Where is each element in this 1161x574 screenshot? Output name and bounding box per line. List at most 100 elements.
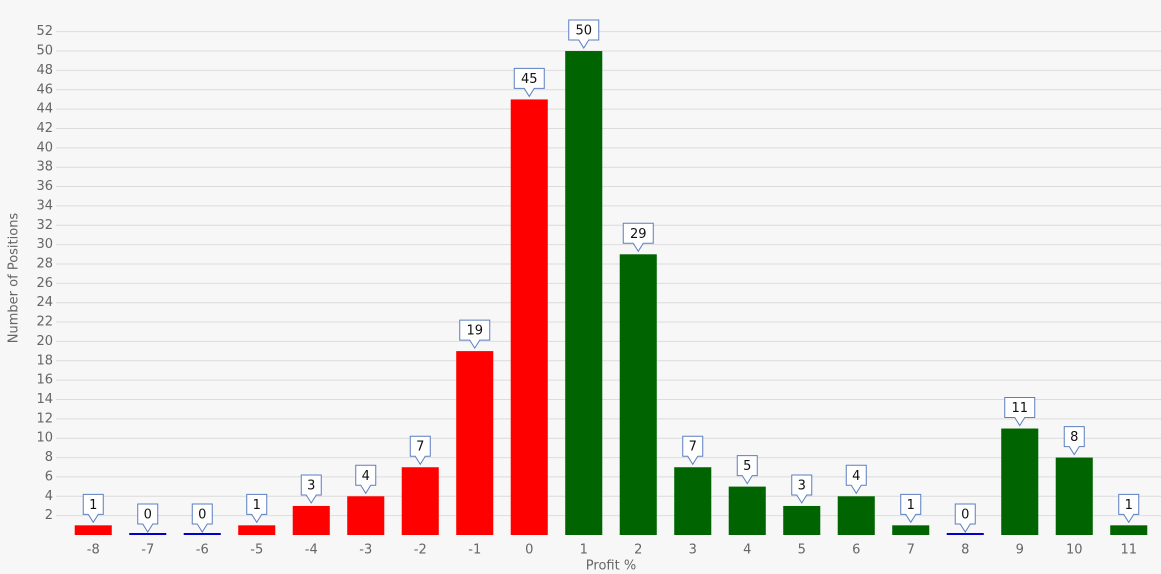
bar — [74, 525, 112, 535]
label-callout — [845, 464, 867, 495]
data-label: 50 — [575, 24, 592, 39]
label-callout — [1004, 397, 1036, 427]
bar — [456, 351, 494, 535]
data-label: 19 — [466, 324, 483, 339]
y-tick-label: 52 — [36, 24, 53, 39]
label-callout — [682, 435, 704, 466]
data-label: 4 — [852, 469, 860, 484]
x-axis-title: Profit % — [586, 559, 636, 574]
label-callout — [409, 435, 431, 466]
x-tick-label: 2 — [634, 543, 642, 558]
x-tick-label: 8 — [961, 543, 969, 558]
y-tick-label: 38 — [36, 160, 53, 175]
bar — [347, 496, 385, 535]
y-tick-label: 30 — [36, 237, 53, 252]
y-tick-label: 22 — [36, 315, 53, 330]
y-tick-label: 24 — [36, 295, 53, 310]
y-tick-label: 16 — [36, 373, 53, 388]
y-tick-label: 34 — [36, 198, 53, 213]
label-callout — [568, 19, 600, 49]
data-label: 7 — [689, 440, 697, 455]
label-callout — [191, 503, 213, 533]
label-callout — [1063, 426, 1085, 456]
x-tick-label: -3 — [359, 543, 372, 558]
label-callout — [622, 222, 654, 253]
y-tick-label: 40 — [36, 140, 53, 155]
data-label: 29 — [630, 227, 647, 242]
data-label: 0 — [961, 508, 969, 523]
data-label: 1 — [89, 498, 97, 513]
y-tick-label: 20 — [36, 334, 53, 349]
x-tick-label: 0 — [525, 543, 533, 558]
y-tick-label: 6 — [45, 469, 53, 484]
x-tick-label: 7 — [907, 543, 915, 558]
bar — [946, 533, 984, 535]
label-callout — [246, 493, 268, 524]
x-tick-label: -2 — [414, 543, 427, 558]
y-tick-label: 50 — [36, 44, 53, 59]
y-tick-label: 14 — [36, 392, 53, 407]
x-tick-label: 5 — [798, 543, 806, 558]
data-label: 3 — [798, 478, 806, 493]
bar — [1110, 525, 1148, 535]
label-callout — [300, 474, 322, 504]
bar — [401, 467, 439, 535]
x-tick-label: -4 — [305, 543, 318, 558]
y-tick-label: 36 — [36, 179, 53, 194]
x-tick-label: 4 — [743, 543, 751, 558]
x-tick-label: 11 — [1120, 543, 1137, 558]
bar — [129, 533, 167, 535]
bar — [510, 99, 548, 535]
bar — [674, 467, 712, 535]
data-label: 4 — [362, 469, 370, 484]
label-callout — [513, 67, 545, 98]
y-tick-label: 10 — [36, 431, 53, 446]
data-label: 7 — [416, 440, 424, 455]
y-axis-title: Number of Positions — [7, 213, 22, 344]
label-callout — [900, 493, 922, 524]
x-tick-label: -5 — [250, 543, 263, 558]
label-callout — [954, 503, 976, 533]
x-tick-label: -1 — [468, 543, 481, 558]
bar — [1055, 457, 1093, 535]
data-label: 11 — [1011, 401, 1028, 416]
bar — [238, 525, 276, 535]
x-tick-label: -8 — [87, 543, 100, 558]
data-label: 1 — [253, 498, 261, 513]
label-callout — [82, 493, 104, 524]
data-label: 3 — [307, 478, 315, 493]
bar — [892, 525, 930, 535]
y-tick-label: 18 — [36, 353, 53, 368]
y-tick-label: 26 — [36, 276, 53, 291]
y-tick-label: 12 — [36, 411, 53, 426]
bar — [1001, 428, 1039, 535]
data-label: 0 — [198, 508, 206, 523]
y-tick-label: 2 — [45, 508, 53, 523]
y-tick-label: 32 — [36, 218, 53, 233]
bar — [837, 496, 875, 535]
y-tick-label: 44 — [36, 102, 53, 117]
bar — [783, 505, 821, 535]
label-callout — [736, 455, 758, 485]
bar — [565, 51, 603, 536]
x-tick-label: 1 — [580, 543, 588, 558]
bar — [728, 486, 766, 535]
y-tick-label: 48 — [36, 63, 53, 78]
bar — [619, 254, 657, 535]
x-tick-label: -7 — [141, 543, 154, 558]
y-tick-label: 46 — [36, 82, 53, 97]
data-label: 0 — [144, 508, 152, 523]
y-tick-label: 42 — [36, 121, 53, 136]
y-tick-label: 4 — [45, 489, 53, 504]
data-label: 5 — [743, 459, 751, 474]
x-tick-label: 3 — [689, 543, 697, 558]
data-label: 45 — [521, 72, 538, 87]
label-callout — [791, 474, 813, 504]
label-callout — [355, 464, 377, 495]
data-label: 8 — [1070, 430, 1078, 445]
x-tick-label: 10 — [1066, 543, 1083, 558]
bar — [183, 533, 221, 535]
label-callout — [1118, 493, 1140, 524]
x-tick-label: 6 — [852, 543, 860, 558]
